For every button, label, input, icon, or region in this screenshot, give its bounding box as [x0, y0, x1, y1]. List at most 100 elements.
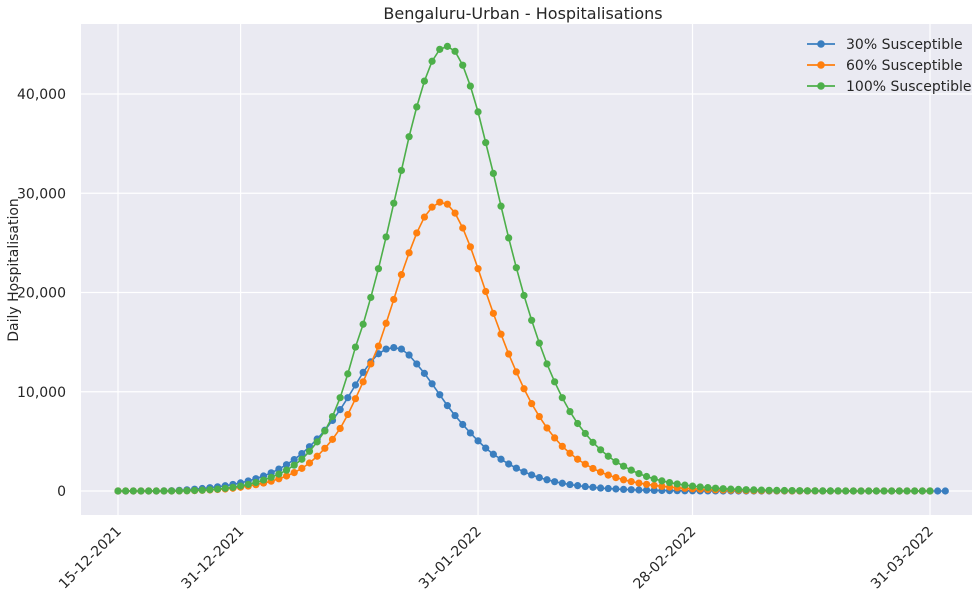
- data-point: [849, 487, 858, 495]
- data-point: [122, 487, 130, 495]
- data-point: [290, 469, 298, 477]
- data-point: [466, 429, 474, 437]
- legend-label: 30% Susceptible: [846, 37, 963, 53]
- data-point: [535, 412, 543, 421]
- data-point: [359, 368, 367, 376]
- data-point: [282, 461, 291, 469]
- data-point: [574, 482, 582, 490]
- x-tick-label: 28-02-2022: [631, 524, 700, 591]
- data-point: [221, 484, 229, 492]
- data-point: [780, 486, 789, 495]
- data-point: [543, 424, 551, 432]
- legend-item: 30% Susceptible: [807, 37, 963, 53]
- legend-item: 100% Susceptible: [807, 79, 972, 95]
- data-point: [941, 487, 949, 495]
- data-point: [627, 486, 635, 494]
- data-point: [872, 487, 880, 495]
- data-point: [512, 368, 520, 376]
- data-point: [466, 82, 474, 90]
- data-point: [206, 486, 214, 494]
- data-point: [275, 465, 283, 473]
- data-point: [688, 482, 697, 490]
- data-point: [658, 477, 666, 485]
- data-point: [642, 486, 651, 494]
- data-point: [727, 485, 735, 493]
- legend-marker: [817, 61, 825, 69]
- data-point: [811, 487, 819, 495]
- data-point: [635, 479, 643, 487]
- data-point: [275, 470, 283, 478]
- plot-background: [81, 24, 972, 515]
- data-point: [581, 429, 589, 438]
- y-tick-label: 10,000: [17, 385, 66, 401]
- data-point: [842, 487, 850, 495]
- data-point: [351, 395, 360, 403]
- data-point: [520, 468, 528, 476]
- data-point: [213, 485, 222, 493]
- series-group: [114, 42, 934, 495]
- data-point: [428, 380, 436, 388]
- legend-marker: [817, 82, 825, 90]
- data-point: [612, 485, 620, 493]
- data-point: [420, 213, 429, 221]
- data-point: [405, 351, 413, 359]
- x-axis-ticks: 15-12-2021 31-12-2021 31-01-2022 28-02-2022…: [56, 524, 937, 591]
- data-point: [551, 378, 559, 386]
- data-point: [351, 343, 360, 351]
- data-point: [436, 198, 444, 206]
- data-point: [604, 452, 612, 460]
- legend-label: 100% Susceptible: [846, 79, 972, 95]
- chart-title: Bengaluru-Urban - Hospitalisations: [383, 4, 662, 23]
- data-point: [129, 487, 137, 495]
- data-point: [627, 466, 635, 474]
- data-point: [566, 480, 574, 489]
- data-point: [382, 345, 390, 353]
- data-point: [451, 209, 459, 217]
- data-point: [459, 61, 467, 69]
- y-tick-label: 30,000: [17, 186, 66, 202]
- data-point: [382, 319, 390, 327]
- data-point: [650, 486, 658, 494]
- data-point: [405, 133, 413, 141]
- data-point: [558, 479, 566, 487]
- data-point: [619, 462, 628, 470]
- data-point: [367, 293, 375, 302]
- data-point: [420, 77, 429, 85]
- data-point: [865, 487, 873, 495]
- data-point: [696, 483, 704, 491]
- data-point: [642, 472, 651, 481]
- data-point: [589, 438, 597, 446]
- data-point: [719, 485, 727, 493]
- data-point: [374, 265, 383, 273]
- data-point: [321, 427, 329, 435]
- data-point: [482, 139, 490, 147]
- data-point: [390, 343, 398, 352]
- data-point: [619, 485, 628, 494]
- data-point: [459, 224, 467, 232]
- data-point: [397, 166, 406, 175]
- data-point: [160, 487, 168, 495]
- data-point: [658, 482, 666, 490]
- data-point: [528, 400, 536, 408]
- legend: 30% Susceptible 60% Susceptible 100% Susce…: [807, 37, 972, 95]
- data-point: [734, 485, 743, 494]
- data-point: [512, 264, 520, 272]
- data-point: [413, 229, 421, 237]
- data-point: [581, 460, 589, 468]
- data-point: [290, 455, 298, 464]
- data-point: [597, 484, 605, 492]
- data-point: [551, 478, 559, 486]
- data-point: [788, 487, 796, 495]
- data-point: [757, 486, 766, 494]
- data-point: [428, 57, 436, 65]
- data-point: [152, 487, 160, 495]
- x-tick-label: 31-01-2022: [416, 524, 485, 591]
- data-point: [321, 444, 329, 452]
- data-point: [183, 487, 191, 495]
- data-point: [328, 435, 337, 443]
- data-point: [382, 233, 390, 241]
- data-point: [535, 474, 543, 482]
- data-point: [390, 199, 398, 207]
- data-point: [474, 265, 482, 273]
- data-point: [505, 350, 513, 358]
